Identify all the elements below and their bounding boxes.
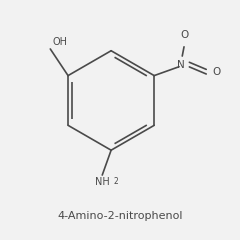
Text: N: N (178, 60, 185, 70)
Text: 2: 2 (114, 177, 119, 186)
Text: 4-Amino-2-nitrophenol: 4-Amino-2-nitrophenol (57, 211, 183, 221)
Text: O: O (212, 67, 221, 77)
Text: O: O (180, 30, 188, 40)
Text: OH: OH (52, 37, 67, 47)
Text: NH: NH (95, 177, 110, 187)
